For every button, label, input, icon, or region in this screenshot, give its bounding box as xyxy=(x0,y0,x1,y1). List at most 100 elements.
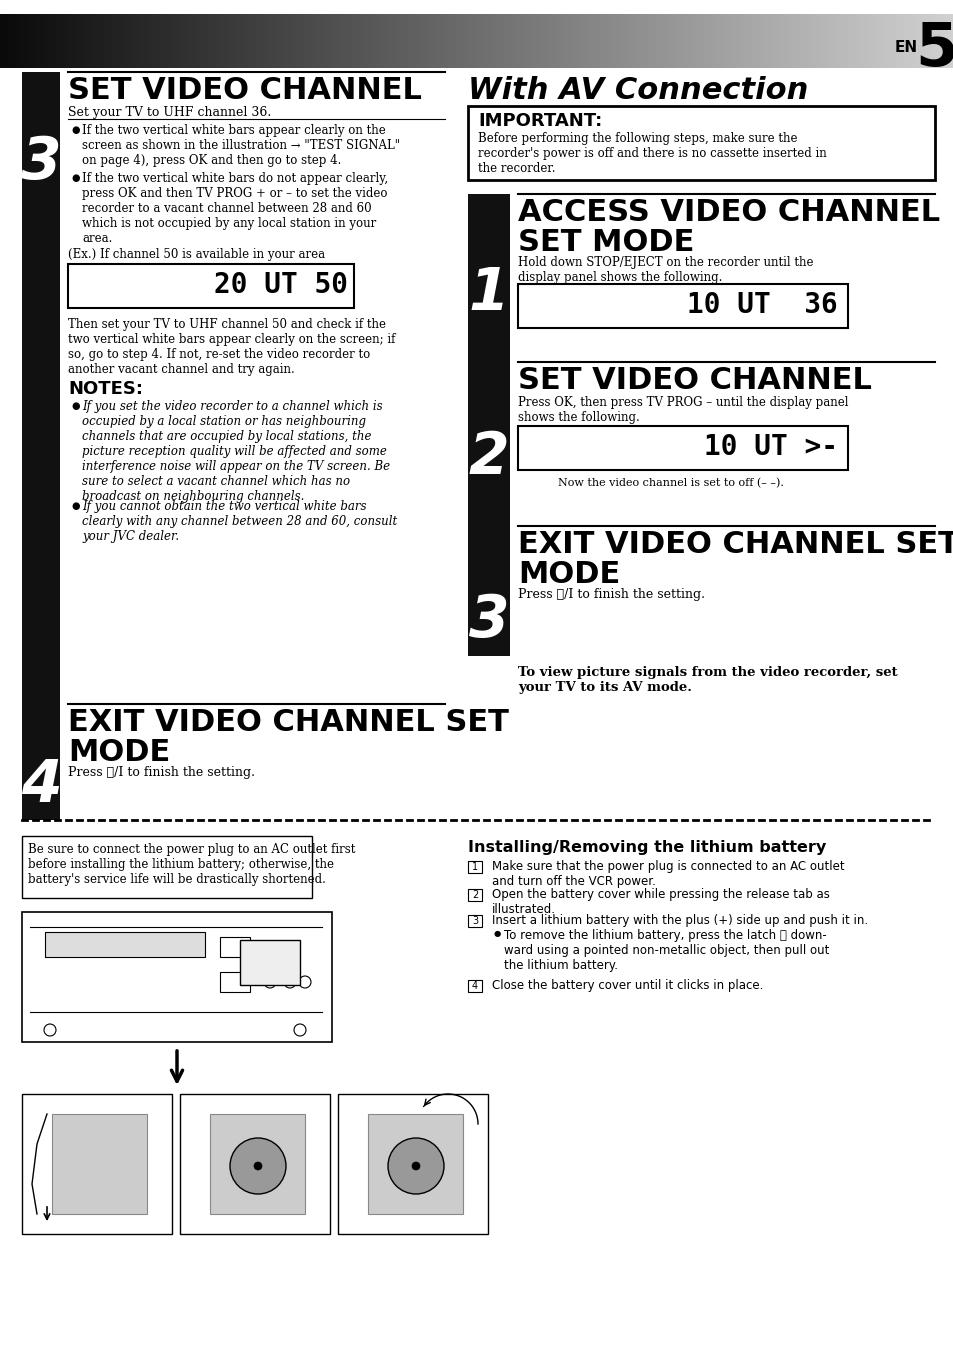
Bar xyxy=(594,13,598,67)
Bar xyxy=(607,13,611,67)
Text: Press ⏻/I to finish the setting.: Press ⏻/I to finish the setting. xyxy=(517,588,704,602)
Text: Then set your TV to UHF channel 50 and check if the
two vertical white bars appe: Then set your TV to UHF channel 50 and c… xyxy=(68,318,395,376)
Text: 10 UT >-: 10 UT >- xyxy=(703,433,837,461)
Bar xyxy=(600,13,604,67)
Bar xyxy=(927,13,932,67)
Bar xyxy=(336,13,341,67)
Bar xyxy=(180,1094,330,1234)
Bar xyxy=(721,13,725,67)
Bar xyxy=(369,13,373,67)
Text: Installing/Removing the lithium battery: Installing/Removing the lithium battery xyxy=(468,840,825,855)
Bar xyxy=(562,13,566,67)
Bar xyxy=(314,13,318,67)
Bar xyxy=(178,13,182,67)
Bar xyxy=(26,13,30,67)
Bar xyxy=(845,13,849,67)
Bar xyxy=(886,13,890,67)
Bar xyxy=(915,13,919,67)
Bar xyxy=(553,13,557,67)
Text: 3: 3 xyxy=(468,591,509,649)
Bar xyxy=(679,13,684,67)
Text: 1: 1 xyxy=(472,862,477,871)
Bar xyxy=(798,13,801,67)
Bar xyxy=(131,13,134,67)
Text: ACCESS VIDEO CHANNEL: ACCESS VIDEO CHANNEL xyxy=(517,198,939,227)
Bar xyxy=(683,13,687,67)
Text: IMPORTANT:: IMPORTANT: xyxy=(477,112,601,130)
Bar xyxy=(445,13,449,67)
Bar xyxy=(174,13,179,67)
Text: 10 UT  36: 10 UT 36 xyxy=(686,291,837,318)
Bar xyxy=(693,13,697,67)
Bar xyxy=(810,13,814,67)
Bar xyxy=(52,1114,147,1214)
Bar xyxy=(229,13,233,67)
Text: ●: ● xyxy=(71,125,79,135)
Bar xyxy=(826,13,830,67)
Circle shape xyxy=(412,1161,419,1170)
Bar xyxy=(455,13,458,67)
Bar xyxy=(584,13,589,67)
Text: Open the battery cover while pressing the release tab as
illustrated.: Open the battery cover while pressing th… xyxy=(492,888,829,916)
Bar xyxy=(57,13,61,67)
Bar xyxy=(918,13,923,67)
Bar xyxy=(419,13,423,67)
Bar xyxy=(407,13,411,67)
Bar xyxy=(267,13,271,67)
Bar xyxy=(813,13,818,67)
Bar xyxy=(855,13,859,67)
Bar xyxy=(581,13,585,67)
Bar xyxy=(317,13,322,67)
Bar xyxy=(67,13,71,67)
Bar xyxy=(893,13,897,67)
Bar xyxy=(772,13,776,67)
Bar xyxy=(350,13,354,67)
Bar xyxy=(3,13,8,67)
Bar xyxy=(172,13,175,67)
Bar xyxy=(460,13,465,67)
Bar xyxy=(788,13,792,67)
Bar xyxy=(540,13,544,67)
Bar xyxy=(517,285,847,328)
Text: If you set the video recorder to a channel which is
occupied by a local station : If you set the video recorder to a chann… xyxy=(82,401,390,503)
Bar xyxy=(210,1114,305,1214)
Bar xyxy=(251,13,255,67)
Bar xyxy=(836,13,840,67)
Bar xyxy=(677,13,680,67)
Bar xyxy=(877,13,881,67)
Bar xyxy=(184,13,189,67)
Bar xyxy=(550,13,554,67)
Circle shape xyxy=(264,975,275,987)
Bar xyxy=(400,13,404,67)
Bar xyxy=(629,13,633,67)
Bar xyxy=(334,13,337,67)
Bar xyxy=(832,13,837,67)
Bar xyxy=(422,13,427,67)
Bar xyxy=(740,13,744,67)
Bar xyxy=(295,13,299,67)
Text: To view picture signals from the video recorder, set
your TV to its AV mode.: To view picture signals from the video r… xyxy=(517,666,897,693)
Bar xyxy=(38,13,42,67)
Circle shape xyxy=(294,1024,306,1036)
Bar xyxy=(68,264,354,308)
Bar xyxy=(572,13,576,67)
Bar xyxy=(19,13,23,67)
Bar xyxy=(48,13,51,67)
Bar xyxy=(327,13,332,67)
Bar xyxy=(517,13,522,67)
Bar xyxy=(861,13,865,67)
Text: ●: ● xyxy=(71,401,79,411)
Bar xyxy=(603,13,608,67)
Bar xyxy=(468,194,510,362)
Text: 1: 1 xyxy=(468,266,509,322)
Bar xyxy=(169,13,172,67)
Bar xyxy=(54,13,58,67)
Text: If the two vertical white bars appear clearly on the
screen as shown in the illu: If the two vertical white bars appear cl… xyxy=(82,124,399,167)
Bar xyxy=(517,426,847,469)
Bar xyxy=(746,13,751,67)
Text: ●: ● xyxy=(71,500,79,511)
Bar xyxy=(527,13,532,67)
Bar xyxy=(22,71,60,704)
Bar xyxy=(912,13,916,67)
Bar xyxy=(794,13,799,67)
